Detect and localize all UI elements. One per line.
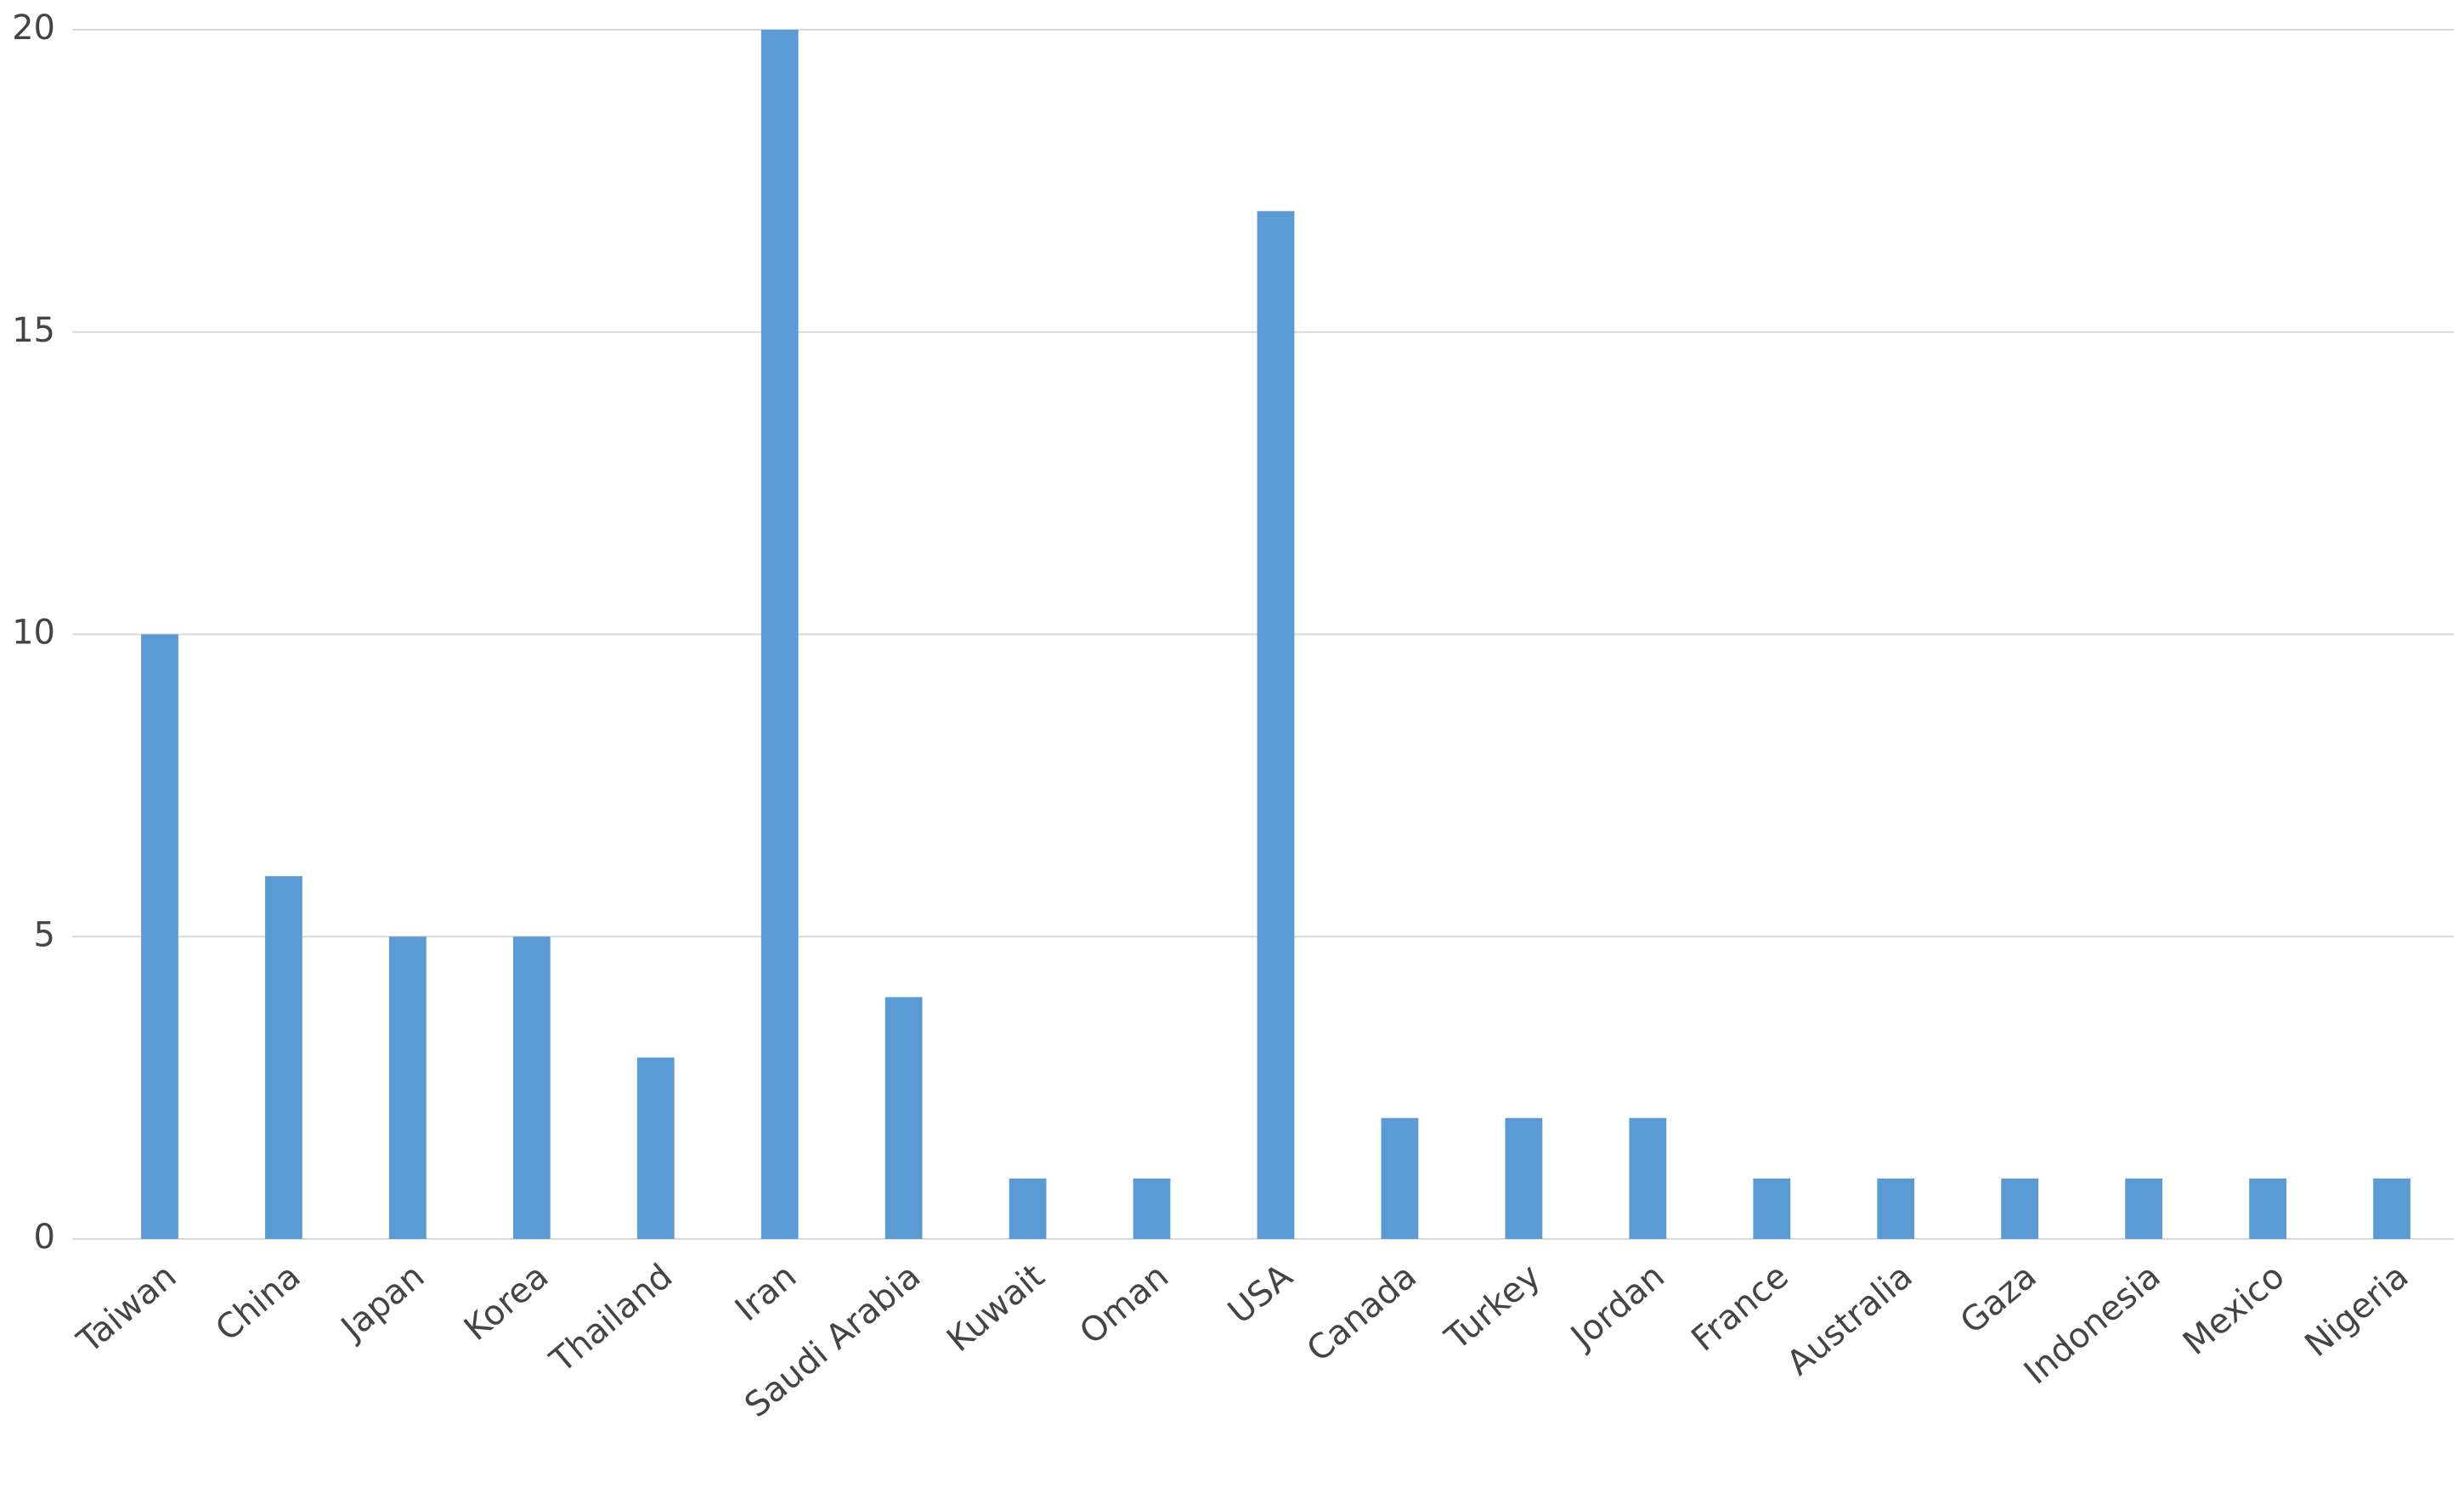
x-tick-label: Jordan [1562,1257,1671,1358]
x-tick-label: Gaza [1953,1257,2044,1342]
x-tick-label: Korea [457,1257,556,1349]
x-tick-label: USA [1221,1256,1300,1332]
x-tick-label: Indonesia [2017,1257,2168,1393]
y-tick-label: 20 [12,8,55,48]
bar [265,876,302,1239]
x-tick-label: Oman [1072,1257,1176,1353]
bar [2001,1178,2039,1239]
x-tick-label: Thailand [542,1257,680,1381]
y-tick-label: 5 [34,915,55,954]
x-tick-label: Japan [332,1257,432,1349]
bar [1133,1178,1171,1239]
y-tick-label: 10 [12,614,55,653]
bar [1381,1117,1419,1239]
bar [141,634,178,1239]
x-tick-label: Turkey [1438,1257,1548,1359]
bar [2373,1178,2410,1239]
bar [1753,1178,1791,1239]
x-tick-label: France [1684,1257,1795,1360]
x-tick-label: Taiwan [70,1257,184,1361]
bar [1009,1178,1047,1239]
x-tick-label: Canada [1300,1257,1424,1370]
bar [512,936,551,1239]
bar [1877,1178,1915,1239]
bar [636,1057,675,1239]
x-tick-label: Kuwait [940,1257,1052,1360]
x-tick-label: Iran [728,1257,804,1329]
bar [2249,1178,2286,1239]
bar [2125,1178,2163,1239]
x-tick-label: Australia [1780,1257,1920,1383]
y-tick-label: 0 [34,1218,55,1257]
bar [760,30,799,1239]
bar [1257,211,1295,1240]
x-tick-label: Nigeria [2297,1257,2416,1365]
bar [1505,1117,1543,1239]
x-tick-label: China [208,1257,308,1349]
y-tick-label: 15 [12,311,55,350]
bar [388,936,427,1239]
x-tick-label: Mexico [2176,1257,2292,1363]
bar [1629,1117,1667,1239]
bar [884,997,923,1239]
